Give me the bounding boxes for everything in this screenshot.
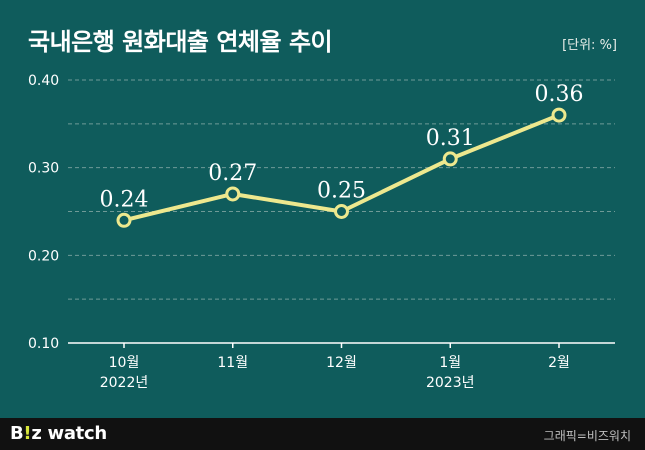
data-point — [334, 204, 349, 219]
x-tick-label: 1월 — [439, 355, 461, 371]
data-point — [225, 186, 241, 202]
unit-label: [단위: %] — [562, 38, 617, 53]
data-label: 0.25 — [317, 179, 366, 204]
x-tick-label: 10월 — [109, 355, 140, 371]
line-chart: 0.10 0.20 0.30 0.40 10월 2022년 11월 12월 1월 2023년 2월 0… — [28, 73, 615, 391]
data-label: 0.27 — [208, 161, 257, 186]
data-label: 0.24 — [100, 187, 149, 212]
brand-logo: B!z watch — [10, 423, 107, 444]
y-tick-label: 0.20 — [28, 248, 59, 264]
data-point — [116, 212, 132, 228]
x-tick-label: 12월 — [326, 355, 357, 371]
data-label: 0.36 — [535, 82, 584, 107]
footer-bar: B!z watch 그래픽=비즈워치 — [0, 418, 645, 450]
data-point — [442, 151, 458, 167]
y-tick-label: 0.40 — [28, 73, 59, 89]
y-tick-label: 0.10 — [28, 336, 59, 352]
x-tick-sublabel: 2022년 — [100, 375, 149, 391]
x-tick-label: 2월 — [548, 355, 570, 371]
y-tick-label: 0.30 — [28, 161, 59, 177]
data-point — [551, 107, 567, 123]
chart-title: 국내은행 원화대출 연체율 추이 — [28, 28, 333, 56]
data-label: 0.31 — [426, 126, 475, 151]
x-tick-sublabel: 2023년 — [426, 375, 475, 391]
graphic-credit: 그래픽=비즈워치 — [543, 429, 631, 443]
x-tick-label: 11월 — [217, 355, 248, 371]
